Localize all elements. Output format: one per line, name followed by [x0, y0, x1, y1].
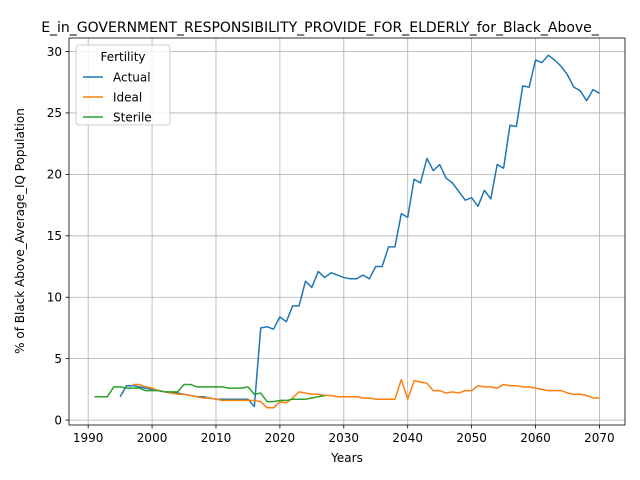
x-tick-label: 2060 — [520, 431, 551, 445]
legend-title: Fertility — [100, 50, 145, 64]
legend-label-actual: Actual — [113, 70, 151, 84]
y-tick-label: 20 — [47, 168, 62, 182]
y-tick-label: 25 — [47, 106, 62, 120]
x-tick-label: 2070 — [584, 431, 615, 445]
legend-box — [75, 44, 171, 126]
x-tick-label: 2050 — [456, 431, 487, 445]
x-tick-label: 2020 — [265, 431, 296, 445]
x-axis-label: Years — [330, 451, 363, 465]
legend-label-sterile: Sterile — [113, 110, 152, 124]
x-tick-label: 1990 — [73, 431, 104, 445]
y-tick-label: 10 — [47, 291, 62, 305]
x-tick-label: 2030 — [329, 431, 360, 445]
plot-frame — [68, 37, 626, 426]
legend: Fertility Actual Ideal Sterile — [75, 44, 171, 126]
series-line-sterile — [94, 383, 325, 403]
y-axis-ticks: 0 5 10 15 20 25 30 — [47, 45, 69, 427]
chart-title: E_in_GOVERNMENT_RESPONSIBILITY_PROVIDE_F… — [41, 20, 600, 36]
series-lines — [94, 54, 600, 409]
y-tick-label: 15 — [47, 229, 62, 243]
grid — [69, 38, 625, 425]
x-axis-ticks: 1990 2000 2010 2020 2030 2040 2050 2060 2070 — [73, 425, 615, 445]
y-tick-label: 0 — [54, 413, 62, 427]
x-tick-label: 2040 — [392, 431, 423, 445]
y-tick-label: 5 — [54, 352, 62, 366]
y-tick-label: 30 — [47, 45, 62, 59]
y-axis-label: % of Black Above_Average_IQ Population — [13, 108, 27, 354]
x-tick-label: 2000 — [137, 431, 168, 445]
legend-label-ideal: Ideal — [113, 90, 142, 104]
series-line-ideal — [132, 378, 600, 409]
series-line-actual — [119, 54, 600, 408]
x-tick-label: 2010 — [201, 431, 232, 445]
